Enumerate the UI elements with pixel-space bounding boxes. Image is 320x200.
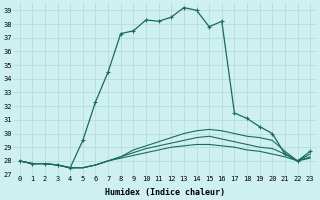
- X-axis label: Humidex (Indice chaleur): Humidex (Indice chaleur): [105, 188, 225, 197]
